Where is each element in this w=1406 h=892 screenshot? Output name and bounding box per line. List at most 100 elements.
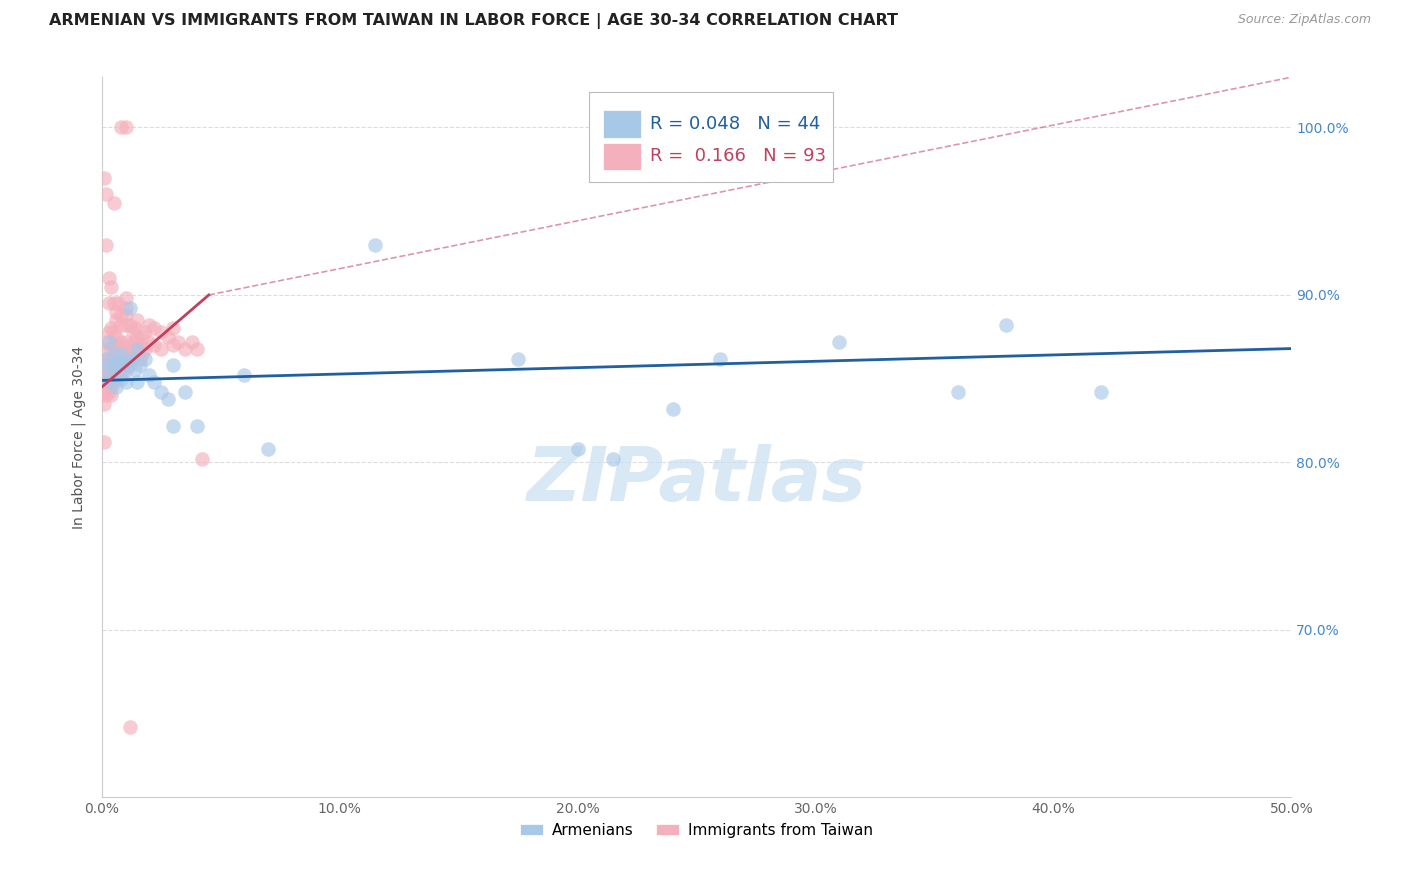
Point — [127, 342, 149, 356]
Point — [93, 435, 115, 450]
Point — [103, 363, 125, 377]
Point — [96, 363, 118, 377]
Point — [114, 301, 136, 316]
Point — [112, 363, 135, 377]
Point — [150, 342, 173, 356]
Point — [114, 318, 136, 332]
Point — [107, 296, 129, 310]
Point — [96, 237, 118, 252]
Point — [661, 401, 683, 416]
Point — [174, 342, 197, 356]
Point — [103, 338, 125, 352]
Point — [138, 318, 160, 332]
Point — [121, 325, 143, 339]
Point — [96, 351, 118, 366]
Point — [107, 338, 129, 352]
Point — [127, 330, 149, 344]
Point — [103, 195, 125, 210]
Point — [150, 385, 173, 400]
Text: ARMENIAN VS IMMIGRANTS FROM TAIWAN IN LABOR FORCE | AGE 30-34 CORRELATION CHART: ARMENIAN VS IMMIGRANTS FROM TAIWAN IN LA… — [49, 13, 898, 29]
Point — [181, 334, 204, 349]
Point — [127, 346, 149, 360]
Point — [104, 330, 127, 344]
Point — [110, 346, 132, 360]
Point — [143, 321, 166, 335]
Point — [162, 359, 184, 373]
Point — [110, 372, 132, 386]
Point — [110, 351, 132, 366]
Point — [93, 375, 115, 389]
Point — [994, 318, 1017, 332]
Point — [100, 351, 122, 366]
Point — [121, 342, 143, 356]
Point — [121, 351, 143, 366]
Point — [103, 296, 125, 310]
Point — [134, 325, 156, 339]
Point — [1090, 385, 1112, 400]
Y-axis label: In Labor Force | Age 30-34: In Labor Force | Age 30-34 — [72, 346, 86, 529]
Point — [96, 375, 118, 389]
Point — [120, 318, 142, 332]
Point — [120, 351, 142, 366]
Point — [100, 388, 122, 402]
Point — [128, 359, 150, 373]
Point — [103, 351, 125, 366]
Text: R =  0.166   N = 93: R = 0.166 N = 93 — [650, 147, 827, 165]
Point — [828, 334, 851, 349]
Point — [93, 397, 115, 411]
Text: ZIPatlas: ZIPatlas — [526, 444, 866, 517]
FancyBboxPatch shape — [603, 143, 641, 170]
Point — [103, 325, 125, 339]
Point — [124, 321, 146, 335]
Text: Source: ZipAtlas.com: Source: ZipAtlas.com — [1237, 13, 1371, 27]
Point — [104, 372, 127, 386]
Point — [190, 452, 212, 467]
Point — [602, 452, 624, 467]
Point — [134, 351, 156, 366]
Point — [138, 334, 160, 349]
Point — [97, 385, 120, 400]
Point — [97, 363, 120, 377]
Point — [162, 321, 184, 335]
Point — [114, 351, 136, 366]
Point — [117, 359, 139, 373]
Point — [186, 342, 208, 356]
Point — [96, 334, 118, 349]
Point — [100, 342, 122, 356]
Point — [97, 271, 120, 285]
Point — [97, 334, 120, 349]
Point — [112, 342, 135, 356]
Point — [97, 375, 120, 389]
Point — [114, 308, 136, 322]
Point — [97, 342, 120, 356]
Point — [110, 363, 132, 377]
Point — [97, 375, 120, 389]
Text: R = 0.048   N = 44: R = 0.048 N = 44 — [650, 115, 821, 133]
Point — [257, 442, 280, 456]
Point — [162, 418, 184, 433]
Point — [117, 359, 139, 373]
Point — [104, 304, 127, 318]
Point — [110, 120, 132, 135]
Point — [96, 351, 118, 366]
Point — [104, 313, 127, 327]
Point — [110, 308, 132, 322]
Point — [104, 346, 127, 360]
Point — [157, 392, 180, 406]
Point — [100, 368, 122, 383]
FancyBboxPatch shape — [589, 92, 834, 182]
Point — [114, 120, 136, 135]
Point — [96, 388, 118, 402]
Point — [131, 330, 153, 344]
Point — [174, 385, 197, 400]
Point — [131, 346, 153, 360]
Point — [120, 338, 142, 352]
Point — [110, 334, 132, 349]
Point — [186, 418, 208, 433]
Point — [103, 346, 125, 360]
Point — [124, 346, 146, 360]
Point — [120, 359, 142, 373]
Legend: Armenians, Immigrants from Taiwan: Armenians, Immigrants from Taiwan — [513, 816, 880, 844]
Point — [709, 351, 731, 366]
Point — [117, 342, 139, 356]
